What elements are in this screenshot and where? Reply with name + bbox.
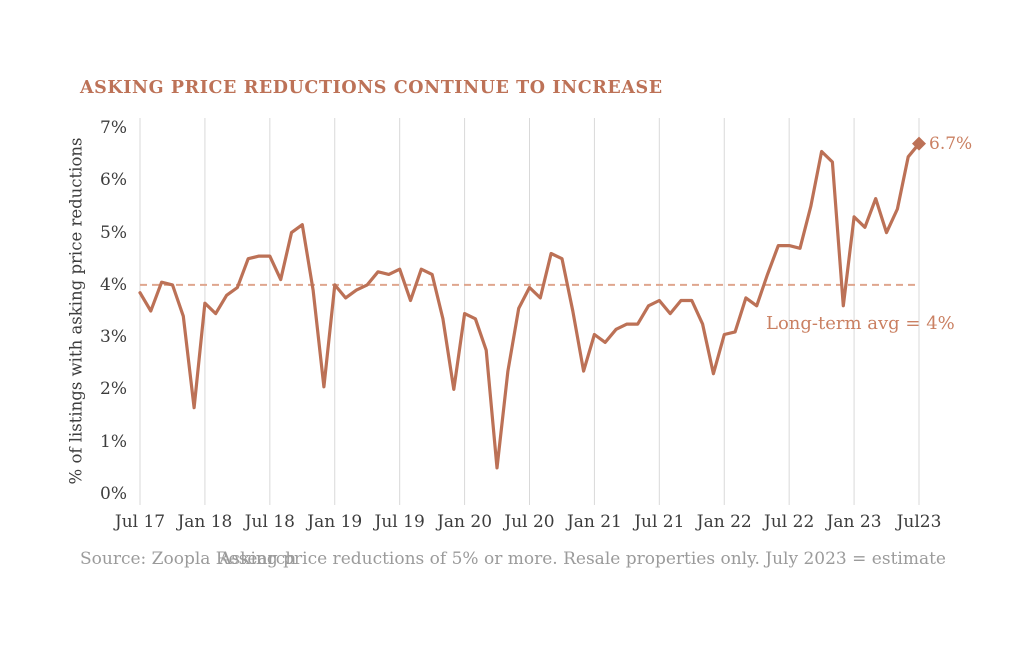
avg-line-label: Long-term avg = 4% (766, 313, 955, 334)
y-tick-label: 7% (100, 118, 127, 138)
y-tick-label: 4% (100, 274, 127, 295)
x-tick-label: Jan 18 (177, 512, 233, 532)
x-tick-label: Jan 21 (566, 512, 622, 532)
footnote-text: Asking price reductions of 5% or more. R… (219, 549, 946, 569)
series-line (138, 142, 921, 470)
x-tick-label: Jan 19 (307, 512, 363, 532)
chart-title: ASKING PRICE REDUCTIONS CONTINUE TO INCR… (80, 78, 663, 98)
y-tick-label: 3% (100, 327, 127, 348)
y-tick-label: 6% (100, 170, 127, 191)
end-marker-diamond (912, 136, 926, 151)
x-tick-label: Jan 22 (696, 512, 752, 532)
x-tick-label: Jul 18 (244, 512, 295, 532)
y-tick-label: 1% (100, 431, 127, 452)
x-tick-label: Jul23 (896, 512, 942, 532)
x-tick-label: Jan 23 (826, 512, 882, 532)
x-tick-label: Jul 17 (114, 512, 166, 532)
x-tick-label: Jan 20 (437, 512, 493, 532)
y-tick-label: 0% (100, 484, 127, 504)
source-text: Source: Zoopla Research (80, 549, 297, 569)
x-tick-label: Jul 19 (374, 512, 425, 532)
x-tick-label: Jul 21 (634, 512, 685, 532)
y-tick-label: 2% (100, 379, 127, 400)
y-tick-label: 5% (100, 222, 127, 243)
x-tick-label: Jul 20 (504, 512, 555, 532)
x-tick-label: Jul 22 (764, 512, 815, 532)
end-value-label: 6.7% (929, 133, 973, 154)
